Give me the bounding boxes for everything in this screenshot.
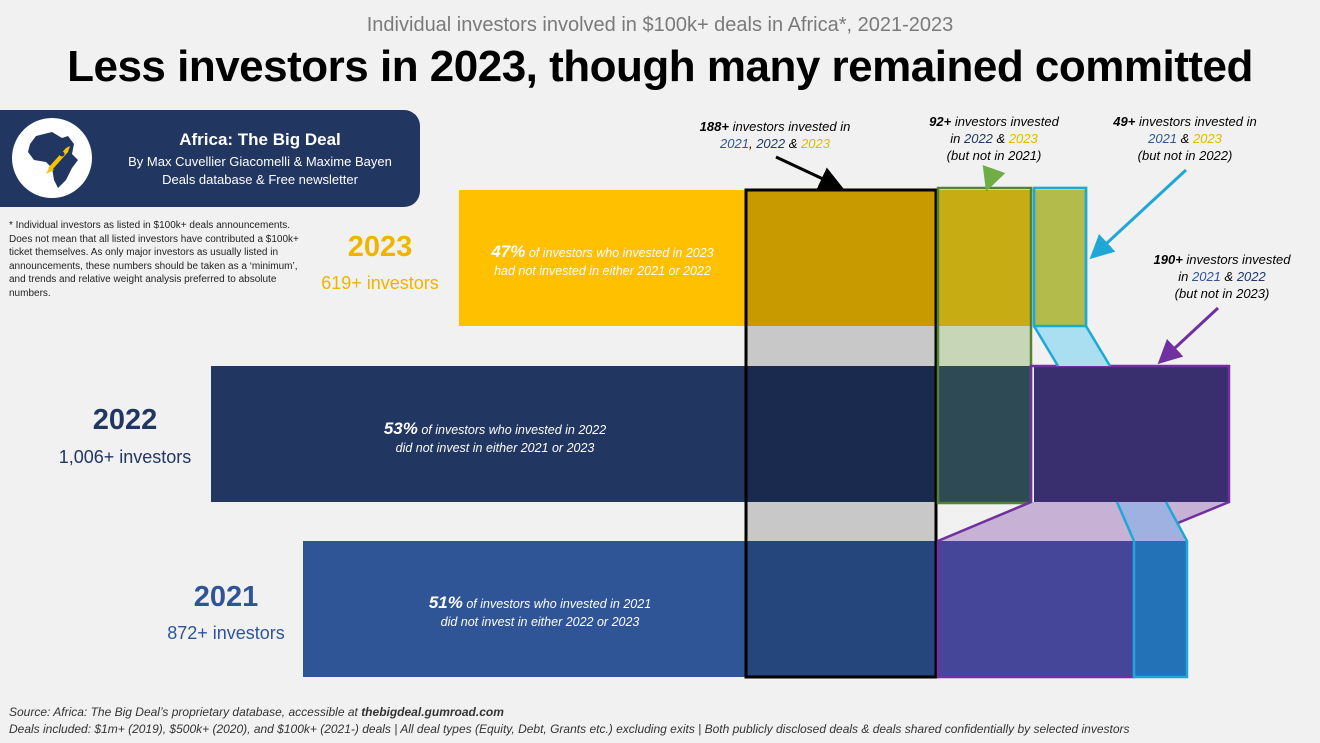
bar-2021 (303, 541, 746, 677)
bar-2023 (459, 190, 746, 326)
all-three-2021 (746, 541, 936, 677)
all-three-2022 (746, 366, 936, 502)
ann-amp: & (788, 136, 798, 151)
count-label-2021: 872+ investors (167, 623, 285, 643)
ann-y22-y23-y1: 2022 (963, 131, 993, 146)
ann-y21-y22-y1: 2021 (1191, 269, 1221, 284)
bar-note-2022-line1: of investors who invested in 2022 (421, 423, 607, 437)
bar-note-2021-line2: did not invest in either 2022 or 2023 (440, 615, 640, 629)
y22-y23-2022 (938, 366, 1031, 502)
ann-y22-y23-note: (but not in 2021) (946, 148, 1042, 163)
y22-y23-2023 (938, 190, 1031, 326)
ann-comma: , (748, 136, 753, 151)
year-label-2023: 2023 (347, 231, 413, 263)
arrow-y21-y23 (1089, 168, 1188, 260)
y21-y23-2023 (1034, 190, 1086, 326)
deals-included: Deals included: $1m+ (2019), $500k+ (202… (9, 722, 1130, 736)
y21-y23-connector-b (1117, 502, 1187, 541)
brand-banner: Africa: The Big Deal By Max Cuvellier Gi… (0, 110, 420, 207)
ann-y21-y23-y2: 2023 (1192, 131, 1222, 146)
ann-y21-y22-note: (but not in 2023) (1174, 286, 1270, 301)
arrow-y22-y23 (982, 165, 1006, 192)
y21-y23-2021 (1134, 541, 1187, 677)
ann-amp: & (1180, 131, 1190, 146)
brand-name: Africa: The Big Deal (179, 130, 341, 149)
y21-y23-2023-outline (1032, 186, 1088, 328)
bar-note-2022: 53% of investors who invested in 2022 di… (330, 420, 660, 457)
bar-note-2023-line1: of investors who invested in 2023 (528, 246, 714, 260)
annotation-y22-y23: 92+ investors invested in 2022 & 2023 (b… (914, 113, 1074, 164)
count-label-2022: 1,006+ investors (58, 447, 192, 467)
bar-2022 (211, 366, 746, 502)
africa-logo-icon (12, 118, 92, 198)
ann-y21-y23-note: (but not in 2022) (1137, 148, 1233, 163)
bar-note-2022-line2: did not invest in either 2021 or 2023 (395, 441, 595, 455)
bar-note-2021: 51% of investors who invested in 2021 di… (380, 594, 700, 631)
bar-note-2023: 47% of investors who invested in 2023 ha… (459, 243, 746, 280)
pct-2021: 51% (428, 593, 463, 612)
ann-y22-y23-pre: in (950, 131, 961, 146)
arrow-all-three (775, 155, 844, 190)
bar-note-2021-line1: of investors who invested in 2021 (466, 597, 652, 611)
ann-y21-y23-count: 49+ (1113, 114, 1136, 129)
source-link[interactable]: thebigdeal.gumroad.com (361, 705, 504, 719)
ann-y21-y22-pre: in (1178, 269, 1189, 284)
chart-title: Less investors in 2023, though many rema… (67, 42, 1253, 91)
pct-2023: 47% (491, 242, 526, 261)
count-label-2023: 619+ investors (321, 273, 439, 293)
footnote: * Individual investors as listed in $100… (9, 220, 299, 299)
bar-note-2023-line2: had not invested in either 2021 or 2022 (494, 264, 711, 278)
ann-y21-y22-y2: 2022 (1236, 269, 1266, 284)
ann-all-three-count: 188+ (699, 119, 729, 134)
y21-y22-outline (936, 364, 1231, 679)
brand-authors: By Max Cuvellier Giacomelli & Maxime Bay… (128, 154, 392, 169)
brand-tagline: Deals database & Free newsletter (162, 172, 358, 187)
y21-y22-2022 (1034, 366, 1228, 502)
ann-all-three-y3: 2023 (801, 136, 830, 151)
all-three-2023 (746, 190, 936, 326)
pct-2022: 53% (383, 419, 418, 438)
annotation-y21-y23: 49+ investors invested in 2021 & 2023 (b… (1100, 113, 1270, 164)
ann-all-three-y1: 2021 (720, 136, 749, 151)
ann-y21-y23-text: investors invested in (1138, 114, 1257, 129)
ann-all-three-text: investors invested in (732, 119, 851, 134)
ann-y21-y22-text: investors invested (1186, 252, 1291, 267)
annotation-y21-y22: 190+ investors invested in 2021 & 2022 (… (1140, 251, 1304, 302)
ann-y22-y23-y2: 2023 (1008, 131, 1038, 146)
source-line: Source: Africa: The Big Deal’s proprieta… (9, 705, 504, 719)
ann-y21-y23-y1: 2021 (1148, 131, 1178, 146)
year-label-2021: 2021 (193, 581, 259, 613)
ann-y21-y22-count: 190+ (1153, 252, 1183, 267)
year-label-2022: 2022 (92, 404, 158, 436)
chart-subtitle: Individual investors involved in $100k+ … (366, 14, 954, 36)
all-three-outline (744, 188, 938, 679)
ann-amp: & (1224, 269, 1234, 284)
y21-y22-2021 (938, 541, 1134, 677)
annotation-all-three: 188+ investors invested in 2021, 2022 & … (680, 118, 870, 152)
ann-y22-y23-text: investors invested (954, 114, 1059, 129)
ann-all-three-y2: 2022 (756, 136, 786, 151)
ann-amp: & (996, 131, 1006, 146)
ann-y22-y23-count: 92+ (929, 114, 952, 129)
y22-y23-connector (938, 326, 1031, 366)
arrow-y21-y22 (1157, 306, 1220, 365)
source-prefix: Source: Africa: The Big Deal’s proprieta… (9, 705, 358, 719)
